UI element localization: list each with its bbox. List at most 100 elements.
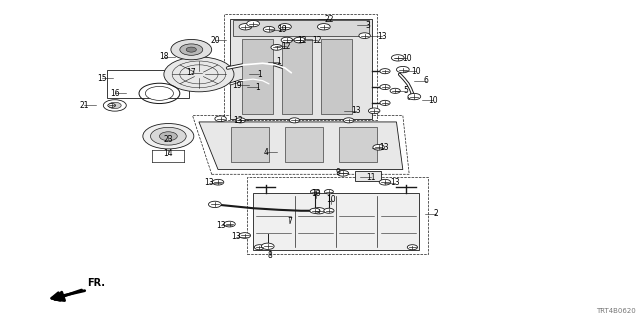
Bar (339, 127, 378, 162)
Text: 17: 17 (186, 68, 196, 77)
Text: 13: 13 (379, 143, 388, 152)
Circle shape (380, 84, 390, 90)
Circle shape (145, 86, 173, 100)
Circle shape (224, 221, 236, 227)
Text: FR.: FR. (88, 278, 106, 288)
Circle shape (246, 20, 259, 27)
Text: 10: 10 (312, 189, 321, 198)
Text: 13: 13 (351, 106, 360, 115)
Text: 4: 4 (264, 148, 268, 156)
Circle shape (215, 116, 227, 122)
Text: 21: 21 (79, 101, 89, 110)
Polygon shape (199, 122, 403, 170)
Text: 20: 20 (210, 36, 220, 44)
Text: TRT4B0620: TRT4B0620 (596, 308, 636, 314)
Circle shape (254, 245, 264, 250)
Circle shape (408, 93, 420, 100)
Text: 19: 19 (232, 81, 242, 90)
Text: 22: 22 (325, 15, 334, 24)
Circle shape (310, 208, 320, 213)
Circle shape (390, 88, 400, 93)
Text: 6: 6 (423, 76, 428, 85)
Text: 1: 1 (276, 57, 281, 66)
Text: 1: 1 (255, 83, 260, 92)
Text: 11: 11 (366, 173, 376, 182)
Circle shape (380, 179, 391, 185)
Circle shape (143, 124, 194, 149)
Circle shape (281, 37, 292, 43)
Text: 10: 10 (326, 195, 336, 204)
Circle shape (271, 44, 282, 50)
Circle shape (263, 27, 275, 32)
Circle shape (171, 39, 212, 60)
Circle shape (369, 108, 380, 114)
Text: 2: 2 (433, 209, 438, 219)
Circle shape (337, 171, 349, 176)
Circle shape (212, 179, 224, 185)
Text: 16: 16 (110, 89, 120, 98)
Text: 18: 18 (159, 52, 168, 61)
Text: 3: 3 (365, 21, 370, 30)
Circle shape (236, 118, 246, 123)
Bar (246, 178, 428, 253)
Circle shape (310, 189, 319, 194)
Bar (282, 39, 312, 114)
Bar (285, 127, 323, 162)
Circle shape (186, 47, 196, 52)
Circle shape (108, 102, 121, 108)
Text: 1: 1 (257, 70, 262, 79)
Text: 12: 12 (282, 42, 291, 51)
Circle shape (209, 201, 221, 208)
Circle shape (294, 37, 305, 43)
Text: 7: 7 (287, 217, 292, 226)
Text: 23: 23 (164, 135, 173, 144)
Bar (106, 69, 189, 98)
Circle shape (278, 24, 291, 30)
Bar (233, 20, 369, 36)
Bar (355, 171, 381, 180)
Text: 13: 13 (390, 178, 400, 187)
Bar (225, 14, 378, 120)
Circle shape (164, 57, 234, 92)
Circle shape (289, 118, 300, 123)
Circle shape (344, 118, 354, 123)
Text: 9: 9 (335, 168, 340, 177)
Text: 13: 13 (216, 220, 225, 229)
Text: 13: 13 (234, 116, 243, 125)
Circle shape (359, 33, 371, 38)
Circle shape (407, 245, 417, 250)
Circle shape (159, 132, 177, 141)
Circle shape (396, 67, 409, 73)
Text: 13: 13 (377, 32, 387, 41)
Circle shape (380, 69, 390, 74)
Text: 12: 12 (312, 36, 321, 44)
Circle shape (324, 208, 334, 213)
Text: 5: 5 (404, 86, 408, 95)
Circle shape (324, 189, 333, 194)
Text: 10: 10 (402, 54, 412, 63)
Text: 8: 8 (268, 251, 273, 260)
Circle shape (392, 55, 404, 61)
Circle shape (239, 233, 250, 238)
Text: 15: 15 (97, 74, 107, 83)
Circle shape (108, 104, 115, 107)
Circle shape (180, 44, 203, 55)
Bar (230, 19, 372, 119)
Circle shape (239, 24, 252, 30)
Text: 13: 13 (204, 178, 214, 187)
Circle shape (312, 208, 325, 214)
Circle shape (150, 127, 186, 145)
Bar (253, 193, 419, 251)
Text: 10: 10 (411, 67, 420, 76)
Text: 14: 14 (164, 149, 173, 158)
Circle shape (373, 144, 385, 150)
Text: 12: 12 (298, 36, 307, 44)
Bar (321, 39, 352, 114)
Text: 13: 13 (231, 232, 241, 241)
Circle shape (261, 243, 274, 250)
Bar (243, 39, 273, 114)
Text: 10: 10 (429, 96, 438, 105)
Circle shape (317, 24, 330, 30)
Bar (231, 127, 269, 162)
Text: 19: 19 (277, 25, 287, 35)
